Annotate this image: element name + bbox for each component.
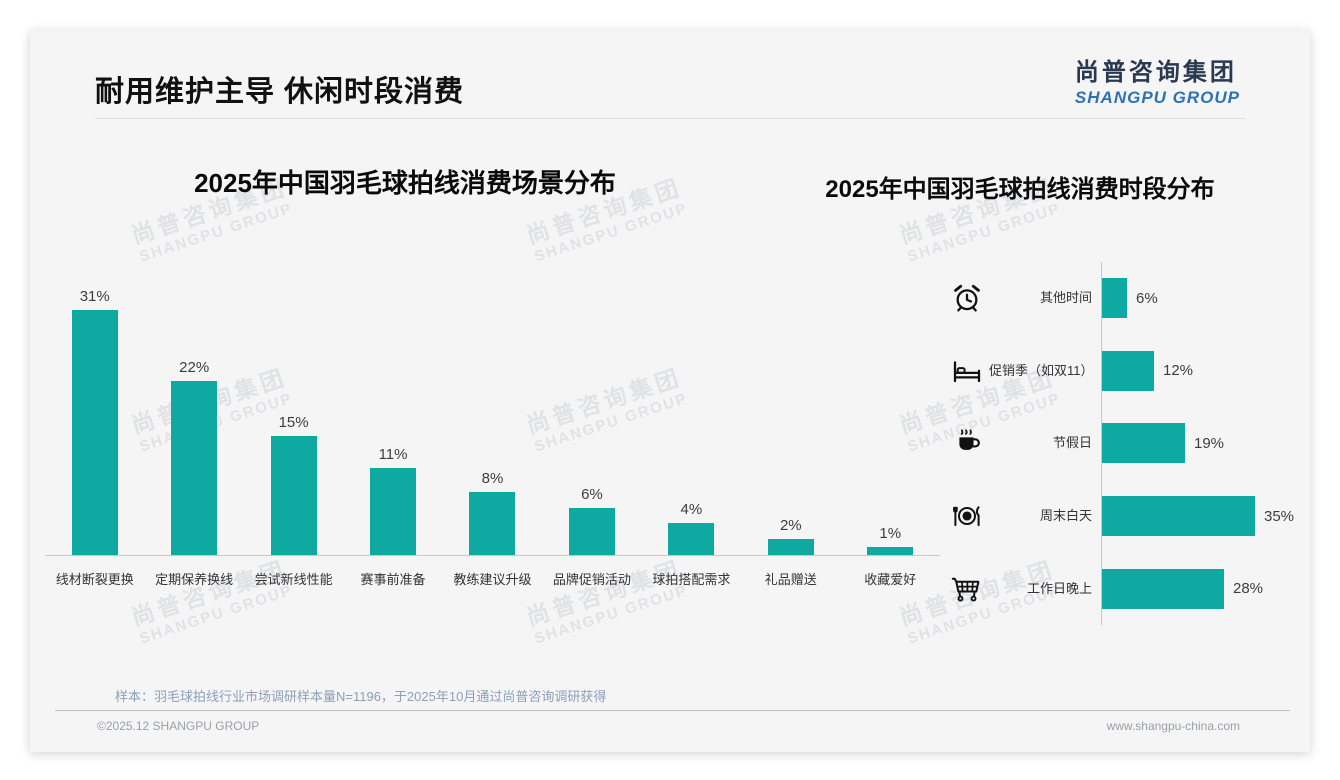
shopping-cart-icon: [951, 573, 989, 605]
company-logo: 尚普咨询集团 SHANGPU GROUP: [1075, 52, 1240, 108]
right-chart-title: 2025年中国羽毛球拍线消费时段分布: [825, 176, 1215, 203]
bar-value-label: 2%: [779, 517, 802, 534]
time-slot-label: 工作日晚上: [1026, 580, 1092, 596]
dining-plate-icon: [951, 500, 989, 532]
bar-value-label: 4%: [680, 501, 703, 518]
copyright-text: ©2025.12 SHANGPU GROUP: [97, 719, 260, 733]
time-slot-bar-chart: 其他时间 6% 促销季（如双11） 12% 节假日 19% 周末白天 35% 工作日晚上 28%: [945, 262, 1305, 625]
time-slot-label: 周末白天: [1039, 508, 1092, 523]
bar: [71, 310, 118, 555]
time-slot-row: 促销季（如双11） 12%: [945, 335, 1305, 408]
bar: [171, 381, 218, 555]
category-label: 线材断裂更换: [55, 572, 134, 587]
website-text: www.shangpu-china.com: [1106, 719, 1240, 733]
footer-divider: [55, 710, 1290, 711]
time-slot-row: 节假日 19%: [945, 407, 1305, 480]
category-label: 定期保养换线: [155, 572, 234, 587]
bar: [270, 436, 317, 555]
bar: [1101, 568, 1224, 609]
category-label: 收藏爱好: [864, 572, 917, 587]
category-label: 品牌促销活动: [552, 572, 631, 587]
logo-cn-text: 尚普咨询集团: [1074, 59, 1237, 86]
bar: [1101, 423, 1185, 464]
bar: [867, 547, 914, 555]
bar: [668, 523, 715, 555]
bar-column: 1%: [841, 525, 940, 555]
coffee-cup-icon: [951, 427, 989, 459]
category-label: 教练建议升级: [453, 572, 532, 587]
bar: [1101, 278, 1127, 319]
time-slot-label: 其他时间: [1039, 290, 1092, 306]
bar-column: 2%: [741, 517, 840, 555]
logo-en-text: SHANGPU GROUP: [1074, 88, 1240, 107]
alarm-clock-icon: [951, 282, 989, 314]
category-label: 赛事前准备: [360, 572, 426, 587]
bar-column: 4%: [642, 501, 741, 555]
slide: 尚普咨询集团 SHANGPU GROUP 尚普咨询集团 SHANGPU GROUP 尚普…: [30, 30, 1310, 752]
time-slot-row: 其他时间 6%: [945, 262, 1305, 335]
bar-column: 11%: [343, 446, 442, 555]
bar-value-label: 1%: [879, 525, 902, 542]
bar-column: 6%: [542, 486, 641, 555]
slide-content: 耐用维护主导 休闲时段消费 尚普咨询集团 SHANGPU GROUP 2025年…: [30, 30, 1310, 752]
category-label: 尝试新线性能: [254, 572, 333, 587]
scenario-bar-chart: 31% 22% 15% 11% 8% 6% 4% 2% 1% 线材断裂更换 定期保养换线 尝试新线性…: [45, 280, 940, 588]
category-label: 礼品赠送: [764, 572, 817, 587]
bar-value-label: 31%: [79, 288, 110, 305]
time-slot-label: 节假日: [1052, 435, 1092, 451]
time-slot-label: 促销季（如双11）: [989, 362, 1094, 378]
bar-value-label: 12%: [1163, 362, 1194, 380]
bed-icon: [951, 355, 989, 387]
page-title: 耐用维护主导 休闲时段消费: [95, 76, 465, 108]
bar: [469, 492, 516, 555]
bar-value-label: 35%: [1264, 507, 1295, 525]
bar-column: 31%: [45, 288, 144, 555]
bar-column: 8%: [443, 470, 542, 555]
bar-value-label: 8%: [481, 470, 504, 487]
bar-value-label: 6%: [1136, 289, 1158, 307]
time-slot-row: 工作日晚上 28%: [945, 552, 1305, 625]
sample-note: 样本：羽毛球拍线行业市场调研样本量N=1196，于2025年10月通过尚普咨询调…: [115, 689, 607, 704]
bar-value-label: 15%: [278, 414, 309, 431]
category-label: 球拍搭配需求: [652, 572, 731, 587]
bar: [767, 539, 814, 555]
bar-column: 15%: [244, 414, 343, 555]
bar: [1101, 496, 1255, 537]
bar-value-label: 11%: [378, 446, 408, 463]
vertical-axis-line: [1101, 262, 1102, 625]
time-slot-row: 周末白天 35%: [945, 480, 1305, 553]
bar: [370, 468, 417, 555]
bar-value-label: 19%: [1194, 434, 1225, 452]
hbar-rows: 其他时间 6% 促销季（如双11） 12% 节假日 19% 周末白天 35% 工作日晚上 28%: [945, 262, 1305, 625]
left-chart-title: 2025年中国羽毛球拍线消费场景分布: [194, 168, 616, 198]
title-divider: [95, 118, 1245, 119]
bar-category-axis: 线材断裂更换 定期保养换线 尝试新线性能 赛事前准备 教练建议升级 品牌促销活动 球拍搭配需…: [45, 556, 940, 588]
bar: [1101, 350, 1154, 391]
bar-value-label: 22%: [179, 359, 210, 376]
bar-column: 22%: [144, 359, 243, 555]
bar-plot-area: 31% 22% 15% 11% 8% 6% 4% 2% 1%: [45, 280, 940, 556]
bar: [568, 508, 615, 555]
bar-value-label: 28%: [1233, 580, 1264, 598]
bar-value-label: 6%: [581, 486, 603, 503]
